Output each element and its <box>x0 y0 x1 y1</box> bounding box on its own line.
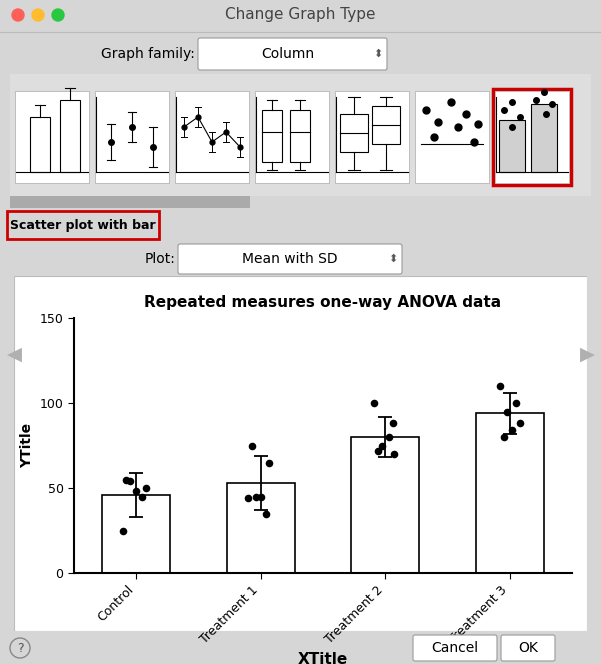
Point <box>264 457 274 468</box>
FancyBboxPatch shape <box>335 91 409 183</box>
FancyBboxPatch shape <box>198 38 387 70</box>
Text: Mean with SD: Mean with SD <box>242 252 338 266</box>
FancyBboxPatch shape <box>493 89 571 185</box>
Bar <box>340 114 368 152</box>
Point <box>502 406 512 417</box>
Point <box>499 432 508 442</box>
Bar <box>372 106 400 144</box>
Point <box>138 491 147 502</box>
X-axis label: XTitle: XTitle <box>298 651 348 664</box>
Point <box>495 380 505 391</box>
FancyBboxPatch shape <box>175 91 249 183</box>
Point <box>243 493 253 503</box>
Point <box>251 491 261 502</box>
Text: ▶: ▶ <box>579 345 594 363</box>
Point <box>511 398 521 408</box>
Point <box>261 508 270 519</box>
Text: ?: ? <box>17 641 23 655</box>
Point <box>369 398 379 408</box>
Bar <box>10 196 250 208</box>
Point <box>132 486 141 497</box>
Point <box>125 476 135 487</box>
FancyBboxPatch shape <box>495 91 569 183</box>
Text: Column: Column <box>261 47 314 61</box>
FancyBboxPatch shape <box>415 91 489 183</box>
Bar <box>102 495 171 573</box>
Bar <box>60 100 80 172</box>
Point <box>377 440 386 451</box>
Point <box>384 432 394 442</box>
Text: Graph family:: Graph family: <box>101 47 195 61</box>
Bar <box>262 110 282 162</box>
FancyBboxPatch shape <box>15 91 89 183</box>
Text: Change Graph Type: Change Graph Type <box>225 7 375 23</box>
Bar <box>475 413 544 573</box>
FancyBboxPatch shape <box>7 211 159 239</box>
Point <box>256 491 266 502</box>
Point <box>247 440 257 451</box>
Text: Scatter plot with bar: Scatter plot with bar <box>10 218 156 232</box>
Point <box>389 449 399 459</box>
Bar <box>290 110 310 162</box>
Point <box>388 418 397 429</box>
FancyBboxPatch shape <box>178 244 402 274</box>
Circle shape <box>52 9 64 21</box>
FancyBboxPatch shape <box>255 91 329 183</box>
Bar <box>531 104 557 172</box>
Text: OK: OK <box>518 641 538 655</box>
Text: Cancel: Cancel <box>432 641 478 655</box>
FancyBboxPatch shape <box>95 91 169 183</box>
Point <box>121 474 131 485</box>
FancyBboxPatch shape <box>501 635 555 661</box>
Point <box>373 446 383 456</box>
FancyBboxPatch shape <box>413 635 497 661</box>
FancyBboxPatch shape <box>7 71 594 199</box>
Point <box>515 418 525 429</box>
Text: Plot:: Plot: <box>144 252 175 266</box>
Bar <box>30 117 50 172</box>
Bar <box>227 483 295 573</box>
Y-axis label: YTitle: YTitle <box>20 423 34 468</box>
Point <box>141 483 151 493</box>
Circle shape <box>12 9 24 21</box>
Text: ⬍: ⬍ <box>373 49 383 59</box>
Title: Repeated measures one-way ANOVA data: Repeated measures one-way ANOVA data <box>144 295 502 310</box>
Point <box>507 425 517 436</box>
Text: ◀: ◀ <box>7 345 22 363</box>
Circle shape <box>32 9 44 21</box>
Point <box>118 525 127 536</box>
Bar <box>351 437 419 573</box>
FancyBboxPatch shape <box>14 276 587 631</box>
Bar <box>499 120 525 172</box>
Text: ⬍: ⬍ <box>388 254 398 264</box>
